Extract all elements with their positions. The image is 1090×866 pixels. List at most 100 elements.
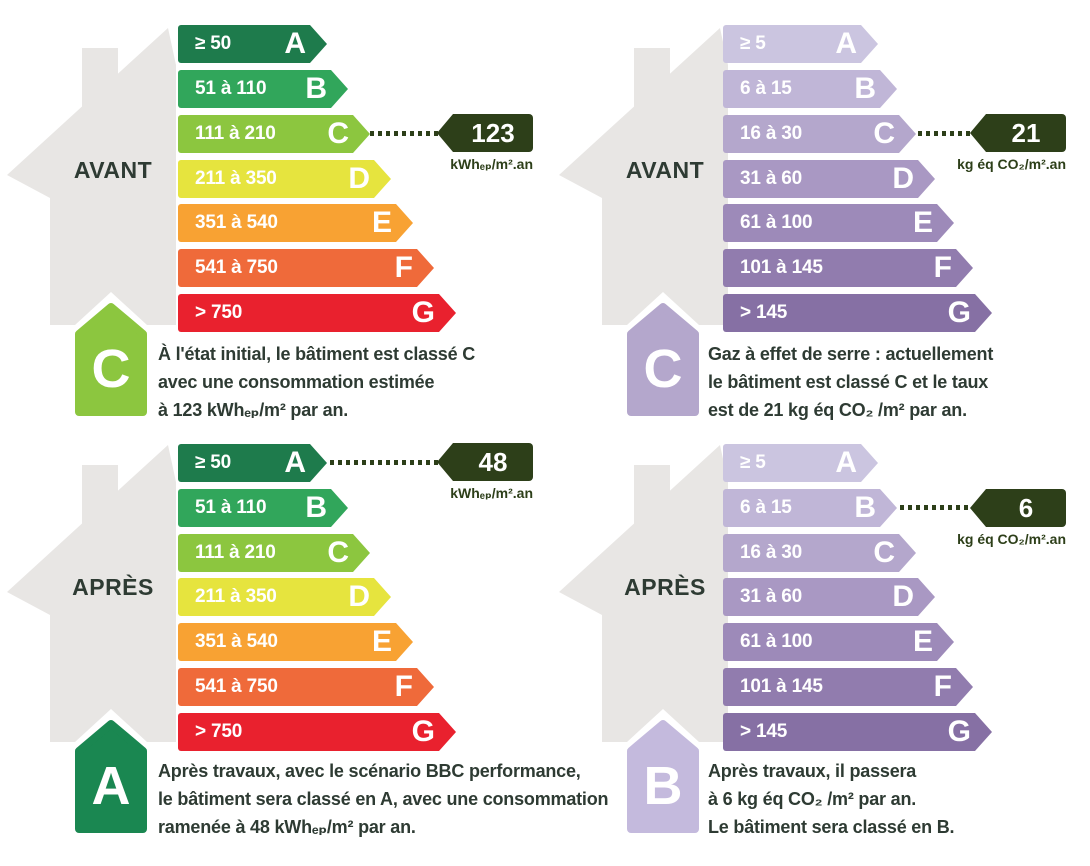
energy-bar-c: 111 à 210 C xyxy=(178,534,370,572)
bar-range-label: 51 à 110 xyxy=(195,78,267,99)
description-line: le bâtiment est classé C et le taux xyxy=(708,372,989,392)
bar-range-label: 211 à 350 xyxy=(195,168,277,189)
bar-grade-letter: A xyxy=(835,446,857,479)
ges-bar-g: > 145 G xyxy=(723,713,992,751)
house-silhouette-icon xyxy=(7,445,176,742)
bar-grade-letter: E xyxy=(371,206,392,239)
description-line: à 6 kg éq CO₂ /m² par an. xyxy=(708,789,917,809)
bar-range-label: > 145 xyxy=(740,721,788,742)
unit-label: kWhₑₚ/m².an xyxy=(450,485,533,501)
bar-range-label: 111 à 210 xyxy=(195,542,276,563)
ges-bar-f: 101 à 145 F xyxy=(723,249,973,287)
energy-bar-b: 51 à 110 B xyxy=(178,489,348,527)
bar-range-label: 6 à 15 xyxy=(740,497,792,518)
description-line: À l'état initial, le bâtiment est classé… xyxy=(158,344,475,364)
dotted-connector xyxy=(900,505,972,510)
grade-house-icon xyxy=(75,303,147,416)
bar-grade-letter: E xyxy=(912,625,933,658)
bar-grade-letter: A xyxy=(284,446,306,479)
description-text: Gaz à effet de serre : actuellement le b… xyxy=(708,340,993,424)
bar-grade-letter: C xyxy=(327,536,349,569)
period-label: AVANT xyxy=(625,157,705,183)
description-line: Le bâtiment sera classé en B. xyxy=(708,817,955,837)
bar-grade-letter: G xyxy=(947,715,971,748)
description-line: avec une consommation estimée xyxy=(158,372,435,392)
house-silhouette-icon xyxy=(559,445,728,742)
grade-house-letter: B xyxy=(643,756,683,816)
value-badge: 123 xyxy=(437,114,533,152)
description-line: ramenée à 48 kWhₑₚ/m² par an. xyxy=(158,817,416,837)
bar-grade-letter: D xyxy=(892,580,914,613)
bar-grade-letter: A xyxy=(284,27,306,60)
bar-grade-letter: E xyxy=(371,625,392,658)
energy-bar-d: 211 à 350 D xyxy=(178,160,391,198)
energy-bar-g: > 750 G xyxy=(178,294,456,332)
description-line: le bâtiment sera classé en A, avec une c… xyxy=(158,789,609,809)
grade-house-letter: C xyxy=(643,339,683,399)
bar-range-label: 31 à 60 xyxy=(740,586,802,607)
dotted-connector xyxy=(918,131,972,136)
bar-range-label: 211 à 350 xyxy=(195,586,277,607)
bar-grade-letter: D xyxy=(892,162,914,195)
bar-range-label: ≥ 50 xyxy=(195,452,232,473)
bar-range-label: 31 à 60 xyxy=(740,168,802,189)
ges-bar-f: 101 à 145 F xyxy=(723,668,973,706)
bar-grade-letter: C xyxy=(873,536,895,569)
energy-bar-d: 211 à 350 D xyxy=(178,578,391,616)
energy-bar-f: 541 à 750 F xyxy=(178,249,434,287)
energy-bar-e: 351 à 540 E xyxy=(178,623,413,661)
ges-bar-a: ≥ 5 A xyxy=(723,444,878,482)
value-badge: 6 xyxy=(970,489,1066,527)
bar-range-label: 351 à 540 xyxy=(195,631,278,652)
bar-grade-letter: B xyxy=(305,491,327,524)
house-silhouette-icon xyxy=(559,28,728,325)
ges-bar-e: 61 à 100 E xyxy=(723,623,954,661)
bar-range-label: ≥ 5 xyxy=(740,452,766,473)
bar-grade-letter: E xyxy=(912,206,933,239)
ges-bar-d: 31 à 60 D xyxy=(723,578,935,616)
dotted-connector xyxy=(330,460,438,465)
bar-range-label: > 750 xyxy=(195,302,243,323)
bar-range-label: 101 à 145 xyxy=(740,257,823,278)
energy-bar-a: ≥ 50 A xyxy=(178,444,327,482)
unit-label: kg éq CO₂/m².an xyxy=(957,156,1066,172)
description-text: À l'état initial, le bâtiment est classé… xyxy=(158,340,475,424)
bar-range-label: 16 à 30 xyxy=(740,123,802,144)
ges-bar-c: 16 à 30 C xyxy=(723,534,916,572)
unit-label: kWhₑₚ/m².an xyxy=(450,156,533,172)
bar-range-label: 51 à 110 xyxy=(195,497,267,518)
energy-bar-c: 111 à 210 C xyxy=(178,115,370,153)
bar-range-label: 16 à 30 xyxy=(740,542,802,563)
bar-range-label: ≥ 50 xyxy=(195,33,232,54)
house-silhouette-icon xyxy=(7,28,176,325)
bar-range-label: 541 à 750 xyxy=(195,257,278,278)
bar-range-label: 6 à 15 xyxy=(740,78,792,99)
grade-house-icon xyxy=(627,720,699,833)
description-text: Après travaux, il passera à 6 kg éq CO₂ … xyxy=(708,757,955,841)
dotted-connector xyxy=(370,131,438,136)
description-text: Après travaux, avec le scénario BBC perf… xyxy=(158,757,609,841)
ges-bar-c: 16 à 30 C xyxy=(723,115,916,153)
badge-value: 21 xyxy=(1011,118,1041,148)
period-label: AVANT xyxy=(73,157,153,183)
ges-bar-b: 6 à 15 B xyxy=(723,489,897,527)
bar-grade-letter: G xyxy=(947,296,971,329)
bar-range-label: 101 à 145 xyxy=(740,676,823,697)
bar-grade-letter: B xyxy=(854,491,876,524)
period-label: APRÈS xyxy=(72,574,154,600)
bar-range-label: ≥ 5 xyxy=(740,33,766,54)
ges-bar-b: 6 à 15 B xyxy=(723,70,897,108)
bar-range-label: 351 à 540 xyxy=(195,212,278,233)
bar-grade-letter: C xyxy=(873,117,895,150)
bar-grade-letter: F xyxy=(394,251,413,284)
bar-grade-letter: F xyxy=(933,670,952,703)
bar-grade-letter: A xyxy=(835,27,857,60)
bar-range-label: 61 à 100 xyxy=(740,212,813,233)
bar-range-label: > 145 xyxy=(740,302,788,323)
bar-range-label: 541 à 750 xyxy=(195,676,278,697)
